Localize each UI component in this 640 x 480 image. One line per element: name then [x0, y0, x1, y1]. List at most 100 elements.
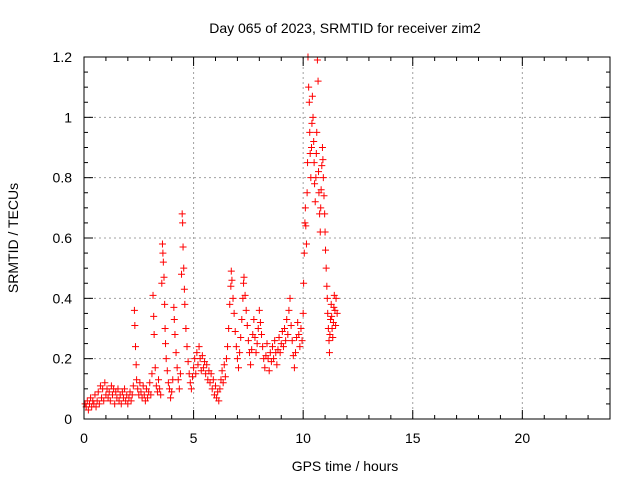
data-point	[127, 397, 135, 405]
data-point	[94, 388, 102, 396]
data-point	[301, 219, 309, 227]
data-point	[237, 334, 245, 342]
data-point	[132, 361, 140, 369]
data-point	[212, 382, 219, 390]
data-point	[255, 306, 263, 314]
data-point	[163, 367, 171, 375]
data-point	[290, 364, 298, 372]
data-point	[100, 397, 108, 405]
data-point	[287, 321, 295, 329]
data-point	[325, 349, 333, 357]
data-point	[182, 325, 190, 332]
data-point	[178, 210, 186, 218]
y-tick-labels: 0 0.2 0.4 0.6 0.8 1 1.2	[53, 49, 73, 427]
data-point	[325, 337, 333, 345]
data-point	[252, 349, 260, 357]
data-point	[320, 192, 328, 200]
data-point	[180, 285, 188, 293]
data-point	[302, 222, 310, 230]
data-point	[199, 364, 207, 372]
data-point	[150, 331, 158, 339]
y-tick-label: 1.2	[53, 49, 73, 65]
data-point	[183, 343, 191, 351]
data-point	[132, 343, 140, 351]
data-point	[158, 240, 166, 248]
data-point	[256, 318, 264, 326]
data-point	[181, 300, 189, 308]
data-point	[276, 349, 284, 357]
data-point	[124, 400, 132, 408]
data-point	[311, 180, 319, 188]
data-point	[131, 321, 139, 329]
data-point	[157, 391, 165, 399]
data-point	[243, 321, 251, 329]
x-tick-label: 10	[295, 430, 311, 446]
data-point	[312, 174, 320, 182]
data-point	[281, 325, 289, 332]
data-point	[322, 246, 330, 254]
data-point	[130, 306, 138, 314]
data-point	[188, 373, 196, 381]
data-point	[286, 294, 294, 302]
data-point	[317, 204, 325, 212]
data-point	[227, 282, 235, 290]
data-point	[261, 364, 269, 372]
data-point	[136, 379, 144, 387]
data-point	[332, 294, 340, 302]
data-point	[310, 137, 318, 145]
x-tick-label: 5	[190, 430, 198, 446]
data-point	[300, 279, 308, 287]
data-point	[296, 343, 304, 351]
data-point	[305, 83, 313, 91]
data-point	[330, 291, 338, 299]
data-point	[170, 315, 178, 323]
y-tick-label: 0.4	[53, 290, 73, 306]
data-point	[194, 361, 202, 369]
data-point	[146, 379, 154, 387]
data-point	[240, 279, 248, 287]
data-point	[179, 219, 187, 227]
data-point	[111, 400, 119, 408]
data-point	[321, 228, 329, 236]
data-point	[270, 355, 278, 363]
data-point	[164, 379, 172, 387]
data-point	[208, 385, 216, 393]
data-point	[159, 258, 167, 266]
data-point	[139, 382, 147, 390]
data-point	[232, 343, 240, 351]
data-point	[268, 343, 276, 351]
data-point	[319, 174, 327, 182]
data-point	[313, 56, 321, 64]
data-point	[258, 331, 266, 339]
data-point	[227, 267, 235, 275]
data-point	[285, 306, 293, 314]
data-point	[315, 168, 323, 176]
data-point	[265, 367, 273, 375]
data-point	[333, 309, 341, 317]
data-point	[273, 361, 281, 369]
data-point	[149, 291, 157, 299]
data-point	[161, 325, 169, 332]
data-point	[95, 400, 103, 408]
data-point	[241, 291, 249, 299]
x-tick-label: 15	[405, 430, 421, 446]
data-point	[295, 331, 303, 339]
data-point	[161, 300, 169, 308]
data-point	[311, 198, 319, 206]
data-point	[319, 156, 327, 164]
data-point	[324, 309, 332, 317]
data-point	[108, 391, 116, 399]
data-point	[185, 370, 193, 378]
data-point	[215, 397, 223, 405]
data-point	[326, 331, 334, 339]
data-point	[317, 186, 325, 194]
data-point	[309, 113, 317, 121]
data-point	[230, 309, 238, 317]
grid	[84, 57, 610, 419]
data-point	[209, 376, 217, 384]
data-point	[105, 388, 113, 396]
data-point	[207, 370, 215, 378]
data-point	[225, 325, 233, 332]
data-point	[288, 337, 296, 345]
data-point	[140, 391, 148, 399]
